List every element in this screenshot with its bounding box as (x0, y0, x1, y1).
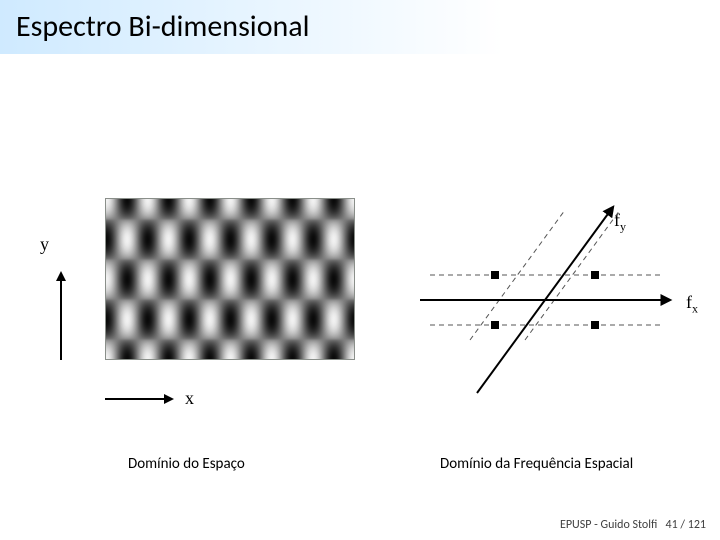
footer-page-total: 121 (688, 518, 706, 532)
freq-diagram (400, 195, 690, 395)
space-y-arrow-line (60, 280, 62, 360)
space-y-arrow-head (56, 271, 66, 281)
space-y-label: y (40, 234, 49, 255)
fx-sub: x (692, 302, 698, 316)
space-caption: Domínio do Espaço (128, 455, 245, 473)
space-x-arrow-head (164, 394, 174, 404)
footer-page-cur: 41 (666, 518, 678, 532)
footer-author: EPUSP - Guido Stolfi (560, 518, 657, 532)
freq-caption: Domínio da Frequência Espacial (440, 455, 633, 473)
space-pattern (105, 198, 355, 360)
space-x-arrow-line (105, 398, 165, 400)
footer-page-sep: / (678, 518, 688, 532)
footer: EPUSP - Guido Stolfi 41 / 121 (560, 518, 706, 532)
space-x-label: x (185, 388, 194, 409)
page-title: Espectro Bi-dimensional (16, 8, 310, 45)
space-pattern-canvas (106, 199, 354, 359)
